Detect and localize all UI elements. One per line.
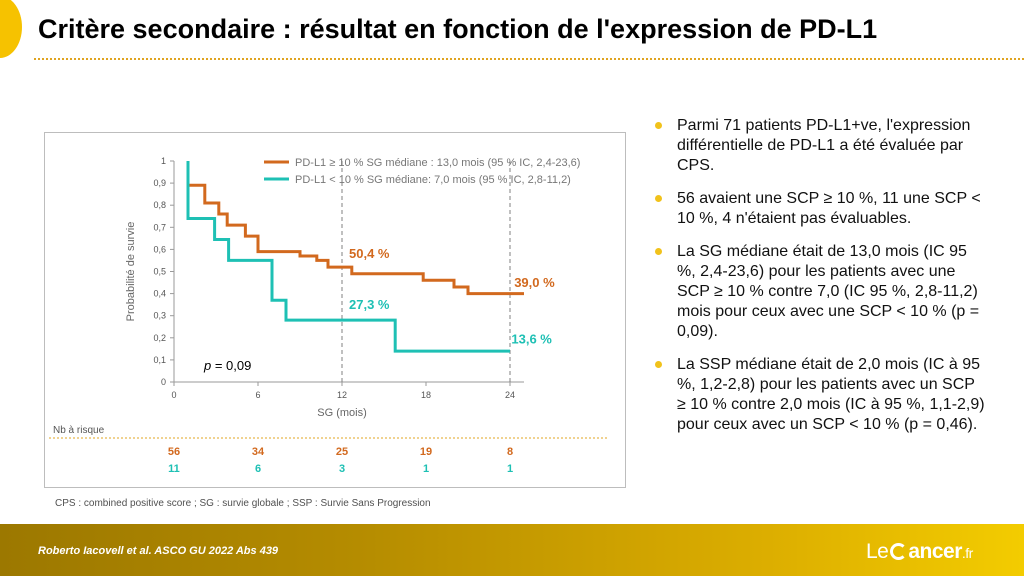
risk-count: 6	[255, 463, 261, 475]
p-value-label: p = 0,09	[203, 358, 251, 373]
y-tick-label: 0	[161, 377, 166, 387]
bullet-text: 56 avaient une SCP ≥ 10 %, 11 une SCP < …	[677, 190, 981, 227]
title-divider	[34, 58, 1024, 60]
bullet-dot-icon	[655, 122, 662, 129]
risk-count: 1	[423, 463, 429, 475]
logo-le: Le	[866, 540, 889, 563]
y-tick-label: 0,1	[153, 355, 166, 365]
footer-bar	[0, 524, 1024, 576]
y-tick-label: 0,6	[153, 244, 166, 254]
y-tick-label: 1	[161, 156, 166, 166]
bullet-text: La SG médiane était de 13,0 mois (IC 95 …	[677, 243, 980, 340]
bullet-dot-icon	[655, 361, 662, 368]
footnote: CPS : combined positive score ; SG : sur…	[55, 498, 431, 509]
page-title: Critère secondaire : résultat en fonctio…	[38, 14, 878, 44]
percent-annotation: 50,4 %	[349, 246, 390, 261]
percent-annotation: 27,3 %	[349, 297, 390, 312]
percent-annotation: 39,0 %	[514, 275, 555, 290]
risk-count: 1	[507, 463, 513, 475]
y-axis-label: Probabilité de survie	[125, 222, 137, 322]
logo-c-icon	[890, 543, 908, 560]
risk-count: 25	[336, 446, 348, 458]
bullet-item: 56 avaient une SCP ≥ 10 %, 11 une SCP < …	[655, 189, 985, 229]
survival-chart: 00,10,20,30,40,50,60,70,80,910 6 12 18 24SG …	[49, 156, 609, 475]
x-tick-label: 12	[337, 390, 347, 400]
legend-label: PD-L1 ≥ 10 % SG médiane : 13,0 mois (95 …	[295, 157, 580, 169]
x-tick-label: 0	[171, 390, 176, 400]
bullet-item: Parmi 71 patients PD-L1+ve, l'expression…	[655, 116, 985, 176]
bullet-text: La SSP médiane était de 2,0 mois (IC à 9…	[677, 356, 985, 433]
bullet-dot-icon	[655, 248, 662, 255]
legend-label: PD-L1 < 10 % SG médiane: 7,0 mois (95 % …	[295, 174, 571, 186]
y-tick-label: 0,7	[153, 222, 166, 232]
series-line-pdl1-low	[186, 161, 510, 353]
reference-text: Roberto Iacovell et al. ASCO GU 2022 Abs…	[38, 545, 279, 557]
y-tick-label: 0,3	[153, 311, 166, 321]
p-value-symbol: p	[203, 358, 211, 373]
risk-count: 19	[420, 446, 432, 458]
lecancer-logo: Le ancer.fr	[866, 540, 973, 564]
bullet-item: La SSP médiane était de 2,0 mois (IC à 9…	[655, 355, 985, 435]
y-tick-label: 0,9	[153, 178, 166, 188]
percent-annotation: 13,6 %	[511, 331, 552, 346]
x-tick-label: 6	[255, 390, 260, 400]
bullet-text: Parmi 71 patients PD-L1+ve, l'expression…	[677, 117, 971, 174]
y-tick-label: 0,2	[153, 333, 166, 343]
logo-ancer: ancer	[908, 540, 962, 563]
risk-count: 56	[168, 446, 180, 458]
bullet-list: Parmi 71 patients PD-L1+ve, l'expression…	[655, 116, 985, 448]
bullet-item: La SG médiane était de 13,0 mois (IC 95 …	[655, 242, 985, 342]
series-line-pdl1-high	[186, 161, 524, 296]
p-value-number: = 0,09	[211, 358, 251, 373]
risk-count: 34	[252, 446, 265, 458]
logo-fr: .fr	[961, 545, 973, 561]
y-tick-label: 0,4	[153, 289, 166, 299]
risk-table-label: Nb à risque	[53, 425, 105, 436]
x-tick-label: 24	[505, 390, 515, 400]
risk-count: 11	[168, 463, 180, 475]
x-tick-label: 18	[421, 390, 431, 400]
y-tick-label: 0,5	[153, 267, 166, 277]
y-tick-label: 0,8	[153, 200, 166, 210]
corner-decoration	[0, 0, 22, 58]
chart-frame	[44, 132, 626, 488]
bullet-dot-icon	[655, 195, 662, 202]
risk-count: 8	[507, 446, 513, 458]
risk-count: 3	[339, 463, 345, 475]
x-axis-label: SG (mois)	[317, 407, 367, 419]
